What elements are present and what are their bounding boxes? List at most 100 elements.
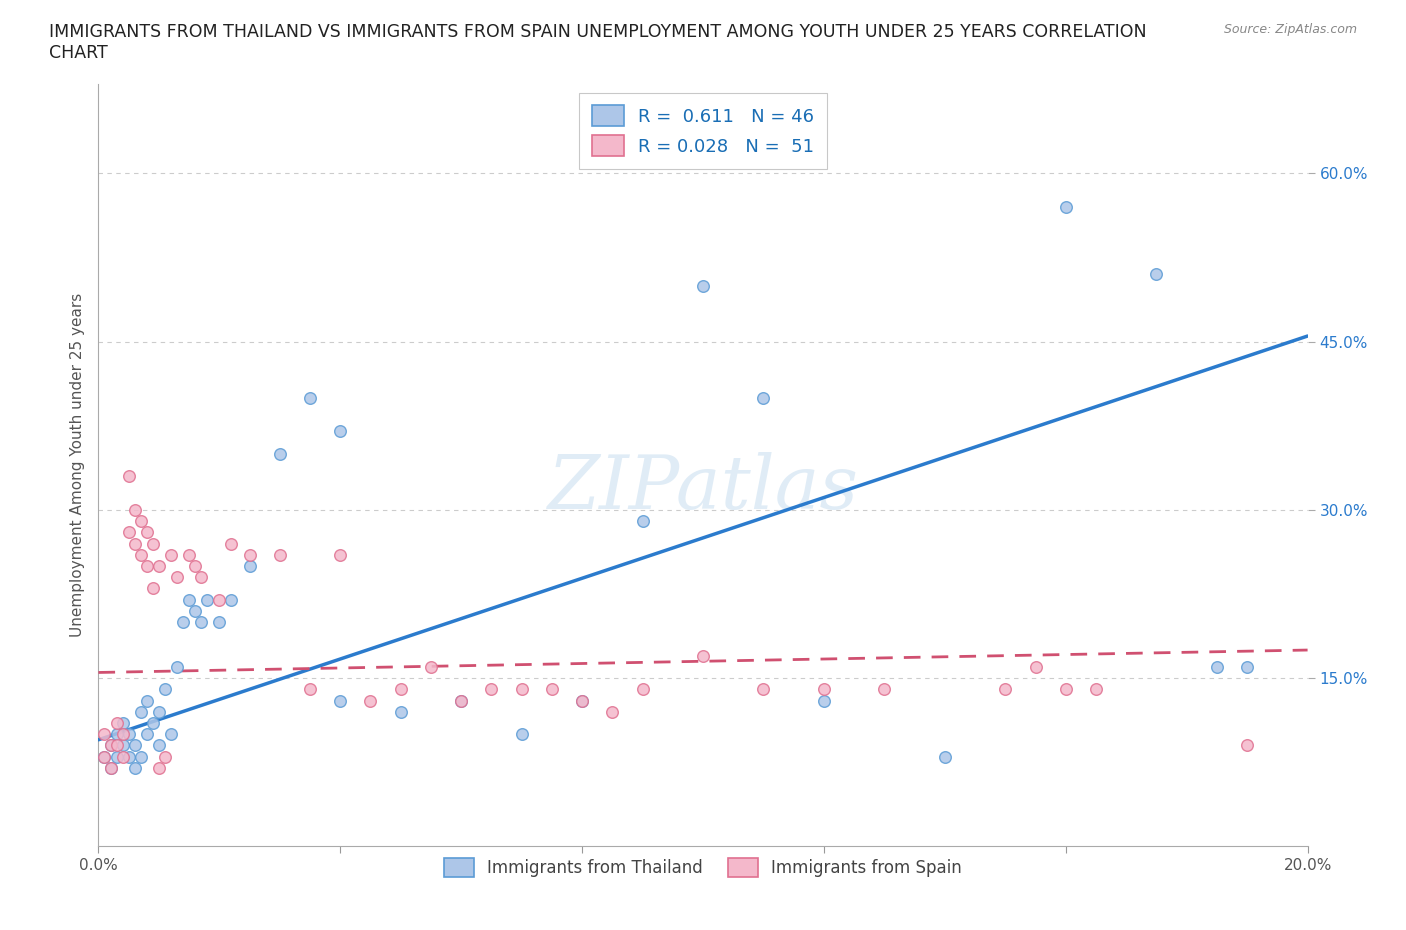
- Point: [329, 547, 352, 562]
- Point: [813, 682, 835, 697]
- Text: ZIPatlas: ZIPatlas: [547, 452, 859, 525]
- Point: [571, 693, 593, 708]
- Point: [1144, 267, 1167, 282]
- Point: [631, 513, 654, 528]
- Point: [124, 761, 146, 776]
- Point: [269, 446, 291, 461]
- Point: [111, 726, 134, 741]
- Point: [752, 391, 775, 405]
- Point: [1236, 659, 1258, 674]
- Point: [153, 682, 176, 697]
- Point: [135, 693, 157, 708]
- Point: [160, 726, 183, 741]
- Point: [148, 737, 170, 752]
- Point: [118, 469, 141, 484]
- Point: [994, 682, 1017, 697]
- Point: [135, 559, 157, 574]
- Point: [129, 750, 152, 764]
- Point: [208, 615, 231, 630]
- Point: [135, 726, 157, 741]
- Point: [105, 715, 128, 730]
- Point: [166, 570, 188, 585]
- Point: [208, 592, 231, 607]
- Point: [934, 750, 956, 764]
- Point: [93, 750, 115, 764]
- Text: CHART: CHART: [49, 44, 108, 61]
- Point: [1085, 682, 1108, 697]
- Point: [129, 547, 152, 562]
- Point: [124, 502, 146, 517]
- Point: [329, 424, 352, 439]
- Point: [129, 513, 152, 528]
- Point: [93, 726, 115, 741]
- Point: [602, 704, 624, 719]
- Point: [100, 737, 122, 752]
- Point: [329, 693, 352, 708]
- Point: [105, 750, 128, 764]
- Point: [239, 559, 262, 574]
- Point: [420, 659, 443, 674]
- Point: [111, 737, 134, 752]
- Point: [111, 715, 134, 730]
- Point: [692, 278, 714, 293]
- Point: [510, 726, 533, 741]
- Point: [105, 737, 128, 752]
- Point: [1206, 659, 1229, 674]
- Point: [221, 592, 243, 607]
- Point: [1024, 659, 1046, 674]
- Point: [124, 737, 146, 752]
- Point: [142, 581, 165, 596]
- Point: [450, 693, 472, 708]
- Point: [571, 693, 593, 708]
- Point: [142, 715, 165, 730]
- Point: [179, 547, 201, 562]
- Point: [299, 682, 322, 697]
- Point: [195, 592, 218, 607]
- Point: [873, 682, 896, 697]
- Point: [148, 761, 170, 776]
- Point: [118, 525, 141, 539]
- Point: [148, 704, 170, 719]
- Point: [142, 536, 165, 551]
- Point: [450, 693, 472, 708]
- Point: [118, 750, 141, 764]
- Text: IMMIGRANTS FROM THAILAND VS IMMIGRANTS FROM SPAIN UNEMPLOYMENT AMONG YOUTH UNDER: IMMIGRANTS FROM THAILAND VS IMMIGRANTS F…: [49, 23, 1147, 41]
- Point: [269, 547, 291, 562]
- Point: [389, 682, 412, 697]
- Y-axis label: Unemployment Among Youth under 25 years: Unemployment Among Youth under 25 years: [69, 293, 84, 637]
- Point: [93, 750, 115, 764]
- Point: [135, 525, 157, 539]
- Point: [389, 704, 412, 719]
- Text: Source: ZipAtlas.com: Source: ZipAtlas.com: [1223, 23, 1357, 36]
- Point: [172, 615, 194, 630]
- Point: [752, 682, 775, 697]
- Point: [160, 547, 183, 562]
- Point: [118, 726, 141, 741]
- Point: [221, 536, 243, 551]
- Point: [124, 536, 146, 551]
- Point: [540, 682, 562, 697]
- Point: [190, 570, 212, 585]
- Point: [239, 547, 262, 562]
- Point: [100, 761, 122, 776]
- Point: [111, 750, 134, 764]
- Legend: Immigrants from Thailand, Immigrants from Spain: Immigrants from Thailand, Immigrants fro…: [437, 851, 969, 884]
- Point: [153, 750, 176, 764]
- Point: [813, 693, 835, 708]
- Point: [481, 682, 503, 697]
- Point: [1054, 200, 1077, 215]
- Point: [190, 615, 212, 630]
- Point: [360, 693, 382, 708]
- Point: [129, 704, 152, 719]
- Point: [510, 682, 533, 697]
- Point: [105, 726, 128, 741]
- Point: [631, 682, 654, 697]
- Point: [1054, 682, 1077, 697]
- Point: [299, 391, 322, 405]
- Point: [184, 604, 207, 618]
- Point: [148, 559, 170, 574]
- Point: [184, 559, 207, 574]
- Point: [1236, 737, 1258, 752]
- Point: [179, 592, 201, 607]
- Point: [100, 761, 122, 776]
